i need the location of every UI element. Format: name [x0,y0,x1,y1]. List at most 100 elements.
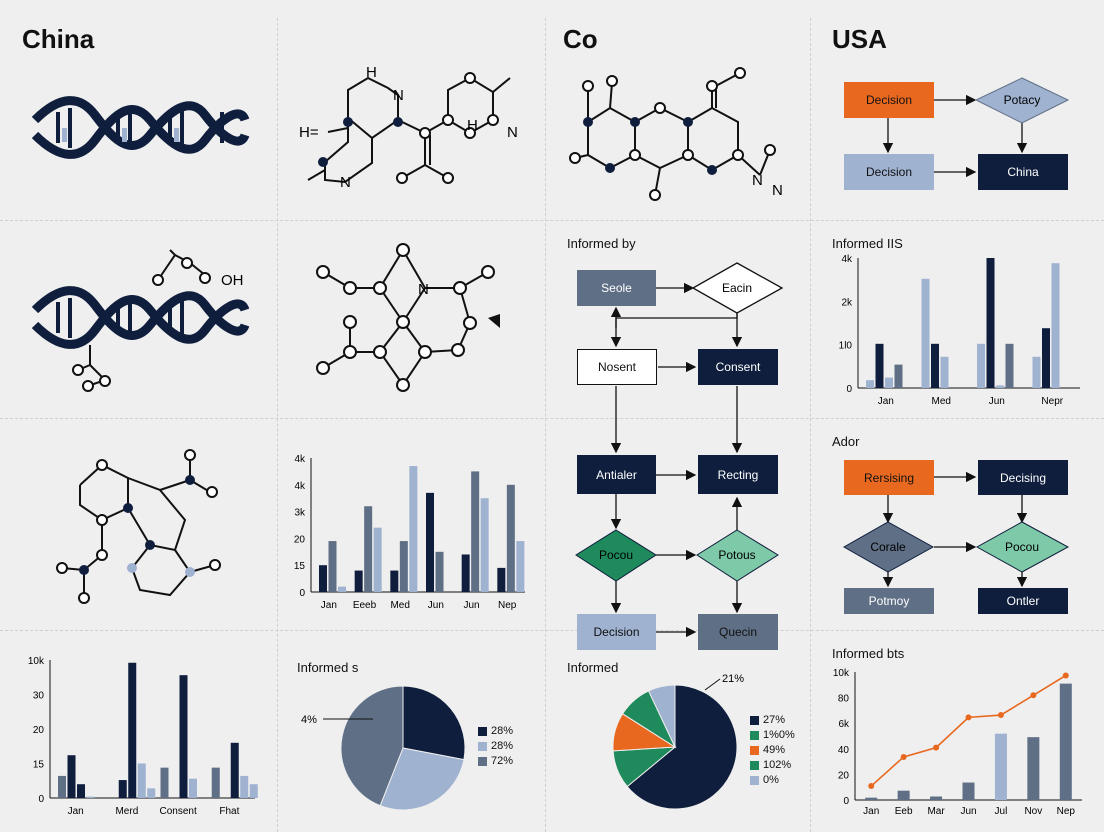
x-tick-label: Merd [115,806,138,817]
y-tick-label: 15 [294,561,306,572]
legend-item: 28% [478,724,513,739]
bar [930,796,943,800]
bar [354,570,363,592]
pie-legend: 27% 1%0% 49% 102% 0% [750,713,795,788]
bar [497,567,506,592]
legend-swatch [750,716,759,725]
legend-swatch [478,757,487,766]
legend-swatch [478,742,487,751]
x-tick-label: Nepr [1041,396,1063,407]
flow-node-recting: Recting [698,455,778,494]
legend-swatch [750,746,759,755]
flow-node-label: Eacin [722,281,752,295]
x-tick-label: Jan [878,396,894,407]
chart-title: Informed [567,660,619,675]
flow-node-potmoy: Potmoy [844,588,934,614]
pie-slice [402,685,466,761]
flow-node-decising: Decising [978,460,1068,495]
atom-label: H= [299,124,319,141]
x-tick-label: Consent [160,806,197,817]
legend-label: 28% [491,725,514,737]
bar [230,742,239,798]
line-point [900,753,907,760]
bar [1027,737,1040,800]
bar [319,565,327,592]
y-tick-label: 0 [38,794,44,805]
x-tick-label: Med [932,396,951,407]
flow-node-label: Potous [718,548,755,562]
flow-node-label: Pocou [1005,540,1039,554]
legend-item: 27% [750,713,795,728]
y-tick-label: 4k [294,481,306,492]
x-tick-label: Jun [960,806,976,817]
line-point [868,783,875,790]
y-tick-label: 0 [299,588,305,599]
heading-co: Co [563,24,598,54]
y-tick-label: 0 [846,384,852,395]
bar [249,784,258,798]
bar [471,471,480,592]
atom-label: N [507,124,518,141]
bar [211,767,220,798]
bar [516,541,525,592]
bar [338,586,346,592]
flow-node-decision: Decision [844,154,934,190]
x-tick-label: Jun [428,600,444,611]
y-tick-label: 6k [838,719,850,730]
y-tick-label: 15 [33,760,45,771]
flow-title: Informed by [567,236,636,251]
bar [67,755,76,798]
bar [328,541,337,592]
pie-slice [379,747,465,811]
legend-label: 72% [491,755,514,767]
bar [1005,343,1014,388]
bar [480,498,489,592]
bar [1042,328,1050,388]
x-tick-label: Nep [498,600,517,611]
line-point [933,744,940,751]
pie-legend: 28% 28% 72% [478,724,513,769]
legend-item: 102% [750,758,795,773]
pie-callout-line [704,678,721,691]
bar [179,675,188,798]
atom-label: N [772,182,783,199]
bar [118,780,127,798]
y-tick-label: 0 [843,796,849,807]
flow-node-label: Potacy [1004,93,1041,107]
bar [994,733,1007,800]
legend-label: 1%0% [763,729,795,741]
legend-label: 27% [763,714,786,726]
bar [894,364,903,388]
bar [885,377,893,388]
y-tick-label: 10k [28,656,45,667]
dna-oh-label: OH [221,272,244,289]
bar [996,385,1004,388]
bar [977,343,985,388]
x-tick-label: Eeb [895,806,913,817]
flow-title: Ador [832,434,860,449]
pie-slice [626,684,738,810]
bar [240,775,249,798]
y-tick-label: 3k [294,508,306,519]
bar [1032,356,1041,388]
flow-node-nosent: Nosent [577,349,657,385]
y-tick-label: 20 [294,534,306,545]
legend-label: 102% [763,759,792,771]
bar [897,790,910,800]
flow-node-decision: Decision [577,614,656,650]
x-tick-label: Eeeb [353,600,377,611]
line-point [997,712,1004,719]
legend-item: 49% [750,743,795,758]
x-tick-label: Jun [463,600,479,611]
bar [921,278,930,388]
pie-annotation: 4% [301,714,317,726]
atom-label: H [366,64,377,81]
bar [426,492,434,592]
atom-label: N [393,87,404,104]
